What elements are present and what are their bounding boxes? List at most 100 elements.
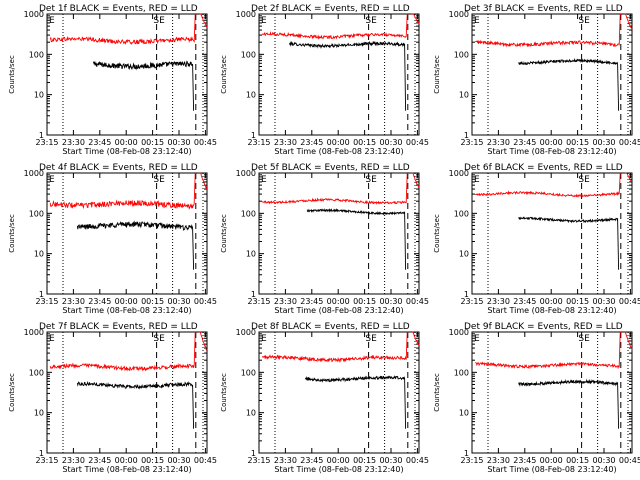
x-axis-label: Start Time (08-Feb-08 23:12:40) (62, 147, 191, 156)
x-tick-label: 00:30 (167, 138, 190, 147)
chart-panel-3: Det 3f BLACK = Events, RED = LLD 1 10 100 10… (433, 4, 640, 156)
series-line-lld-tail (624, 172, 633, 183)
y-tick-label: 10 (246, 91, 256, 100)
x-tick-label: 00:15 (353, 456, 376, 465)
series-line-lld-tail (199, 13, 208, 28)
series-line-lld (49, 172, 197, 210)
x-tick-label: 23:45 (300, 138, 323, 147)
y-tick-label: 1 (39, 131, 44, 140)
x-tick-label: 23:30 (487, 138, 510, 147)
y-tick-label: 100 (454, 209, 469, 218)
plot-frame (471, 172, 633, 295)
series-line-lld-tail (411, 331, 420, 347)
x-tick-label: 00:30 (167, 456, 190, 465)
y-tick-label: 1000 (236, 169, 256, 178)
series-line-lld (49, 13, 197, 46)
series-line-events (76, 380, 195, 429)
series-line-events (518, 378, 620, 429)
annotation-label: SE (153, 175, 165, 185)
y-axis-label: Counts/sec (8, 214, 16, 253)
series-line-events (76, 220, 195, 270)
chart-title: Det 5f BLACK = Events, RED = LLD (251, 163, 410, 173)
y-tick-label: 1 (464, 290, 469, 299)
series-line-events (92, 60, 195, 111)
annotation-label: SE (365, 175, 377, 185)
x-tick-label: 00:30 (167, 297, 190, 306)
series-line-lld-tail (199, 172, 208, 190)
chart-panel-4: Det 4f BLACK = Events, RED = LLD 1 10 100 10… (8, 163, 217, 315)
x-axis-label: Start Time (08-Feb-08 23:12:40) (274, 465, 403, 474)
x-tick-label: 23:15 (35, 297, 58, 306)
y-tick-label: 1000 (449, 328, 469, 337)
x-tick-label: 00:45 (194, 456, 217, 465)
series-line-events (288, 40, 407, 111)
x-tick-label: 00:00 (327, 138, 350, 147)
x-axis-label: Start Time (08-Feb-08 23:12:40) (274, 306, 403, 315)
x-tick-label: 23:30 (62, 138, 85, 147)
y-tick-label: 1000 (236, 328, 256, 337)
x-tick-label: 00:45 (619, 297, 640, 306)
x-tick-label: 23:45 (300, 297, 323, 306)
x-tick-label: 00:15 (353, 138, 376, 147)
chart-title: Det 7f BLACK = Events, RED = LLD (39, 322, 198, 332)
chart-title: Det 3f BLACK = Events, RED = LLD (464, 4, 623, 14)
x-tick-label: 23:15 (247, 297, 270, 306)
series-line-lld (49, 331, 197, 372)
x-axis-label: Start Time (08-Feb-08 23:12:40) (62, 306, 191, 315)
x-tick-label: 00:15 (141, 456, 164, 465)
plot-frame (258, 13, 420, 136)
y-tick-label: 10 (34, 409, 44, 418)
y-tick-label: 100 (241, 368, 256, 377)
y-tick-label: 100 (29, 368, 44, 377)
x-tick-label: 00:30 (379, 456, 402, 465)
y-tick-label: 1000 (449, 169, 469, 178)
x-axis-label: Start Time (08-Feb-08 23:12:40) (487, 147, 616, 156)
y-tick-label: 100 (454, 50, 469, 59)
y-tick-label: 1 (464, 449, 469, 458)
x-tick-label: 23:15 (35, 138, 58, 147)
y-tick-label: 10 (459, 250, 469, 259)
annotation-label: E (474, 334, 480, 344)
chart-panel-6: Det 6f BLACK = Events, RED = LLD 1 10 100 10… (433, 163, 640, 315)
x-axis-label: Start Time (08-Feb-08 23:12:40) (487, 306, 616, 315)
x-tick-label: 00:45 (406, 138, 429, 147)
x-tick-label: 23:45 (513, 138, 536, 147)
chart-title: Det 6f BLACK = Events, RED = LLD (464, 163, 623, 173)
x-tick-label: 23:30 (274, 138, 297, 147)
x-tick-label: 23:45 (88, 297, 111, 306)
y-tick-label: 1000 (24, 328, 44, 337)
y-tick-label: 1 (251, 449, 256, 458)
x-tick-label: 23:15 (35, 456, 58, 465)
y-tick-label: 1 (251, 131, 256, 140)
chart-panel-8: Det 8f BLACK = Events, RED = LLD 1 10 100 10… (220, 322, 429, 474)
x-axis-label: Start Time (08-Feb-08 23:12:40) (62, 465, 191, 474)
x-tick-label: 23:30 (274, 456, 297, 465)
x-tick-label: 23:45 (513, 456, 536, 465)
chart-title: Det 1f BLACK = Events, RED = LLD (39, 4, 198, 14)
chart-title: Det 4f BLACK = Events, RED = LLD (39, 163, 198, 173)
x-tick-label: 00:00 (540, 138, 563, 147)
series-line-lld (475, 172, 622, 198)
y-tick-label: 10 (459, 91, 469, 100)
annotation-label: E (49, 16, 55, 26)
chart-panel-9: Det 9f BLACK = Events, RED = LLD 1 10 100 10… (433, 322, 640, 474)
plot-frame (471, 13, 633, 136)
chart-panel-1: Det 1f BLACK = Events, RED = LLD 1 10 100 10… (8, 4, 217, 156)
series-line-events (518, 216, 620, 270)
y-tick-label: 100 (241, 50, 256, 59)
y-tick-label: 10 (34, 250, 44, 259)
x-tick-label: 23:15 (247, 138, 270, 147)
chart-title: Det 9f BLACK = Events, RED = LLD (464, 322, 623, 332)
x-tick-label: 00:45 (194, 297, 217, 306)
series-line-lld (475, 331, 622, 370)
x-tick-label: 00:00 (327, 456, 350, 465)
x-tick-label: 23:45 (300, 456, 323, 465)
plot-frame (46, 13, 208, 136)
plot-frame (258, 331, 420, 454)
x-tick-label: 00:00 (540, 297, 563, 306)
y-tick-label: 10 (459, 409, 469, 418)
y-tick-label: 100 (454, 368, 469, 377)
plot-frame (471, 331, 633, 454)
x-tick-label: 23:45 (88, 456, 111, 465)
